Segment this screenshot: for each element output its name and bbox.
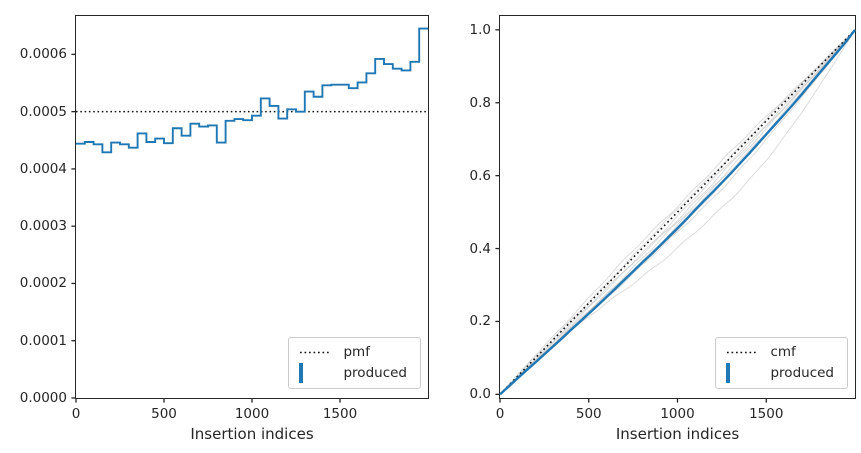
x-tick-label: 0 xyxy=(495,406,505,422)
y-tick-label: 0.8 xyxy=(469,94,491,111)
cmf-legend: cmf produced xyxy=(715,337,848,389)
blue-patch-sample-icon xyxy=(299,362,332,383)
y-tick-label: 0.4 xyxy=(469,240,491,257)
cmf-plot-area: Insertion indices cmf produced 0 500 1000 1… xyxy=(470,15,856,443)
produced-step-line xyxy=(76,27,428,154)
y-tick-label: 0.0005 xyxy=(19,103,67,120)
legend-label-produced: produced xyxy=(343,364,407,381)
x-tick-label: 1000 xyxy=(234,406,270,422)
y-tick-label: 0.0004 xyxy=(19,160,67,177)
legend-item-produced: produced xyxy=(299,362,407,383)
produced-cdf-line xyxy=(499,29,856,396)
y-tick-label: 0.0006 xyxy=(19,46,67,63)
y-tick-label: 0.2 xyxy=(469,313,491,330)
cmf-x-axis-label: Insertion indices xyxy=(615,425,740,443)
y-tick-label: 1.0 xyxy=(469,21,491,38)
x-tick-label: 1500 xyxy=(322,406,358,422)
pmf-legend: pmf produced xyxy=(288,337,421,389)
pmf-plot-canvas xyxy=(71,27,428,403)
cmf-reference-line xyxy=(499,29,856,395)
x-tick-label: 1500 xyxy=(749,406,784,422)
legend-item-produced: produced xyxy=(726,362,834,383)
x-tick-label: 500 xyxy=(575,406,602,422)
background-run-line xyxy=(499,29,856,395)
x-tick-label: 500 xyxy=(151,406,177,422)
dotted-line-sample-icon xyxy=(299,346,332,359)
y-tick-label: 0.0002 xyxy=(19,275,67,292)
cmf-plot-canvas xyxy=(495,29,856,403)
y-tick-label: 0.6 xyxy=(469,167,491,184)
y-tick-label: 0.0003 xyxy=(19,218,67,235)
legend-label-pmf: pmf xyxy=(343,344,370,360)
dotted-line-sample-icon xyxy=(726,346,759,359)
legend-label-cmf: cmf xyxy=(770,344,796,360)
background-run-line xyxy=(499,29,856,395)
pmf-x-axis-label: Insertion indices xyxy=(190,425,314,443)
background-run-line xyxy=(499,29,856,395)
x-tick-label: 1000 xyxy=(660,406,695,422)
y-tick-label: 0.0001 xyxy=(19,332,67,349)
legend-label-produced: produced xyxy=(770,364,834,381)
blue-patch-sample-icon xyxy=(726,362,759,383)
x-tick-label: 0 xyxy=(71,406,81,422)
background-run-line xyxy=(499,29,856,395)
y-tick-label: 0.0 xyxy=(469,386,491,403)
pmf-plot-area: Insertion indices pmf produced 0 500 1000 1… xyxy=(20,15,429,443)
y-tick-label: 0.0000 xyxy=(19,390,67,406)
legend-item-cmf: cmf xyxy=(726,344,834,360)
legend-item-pmf: pmf xyxy=(299,344,407,360)
